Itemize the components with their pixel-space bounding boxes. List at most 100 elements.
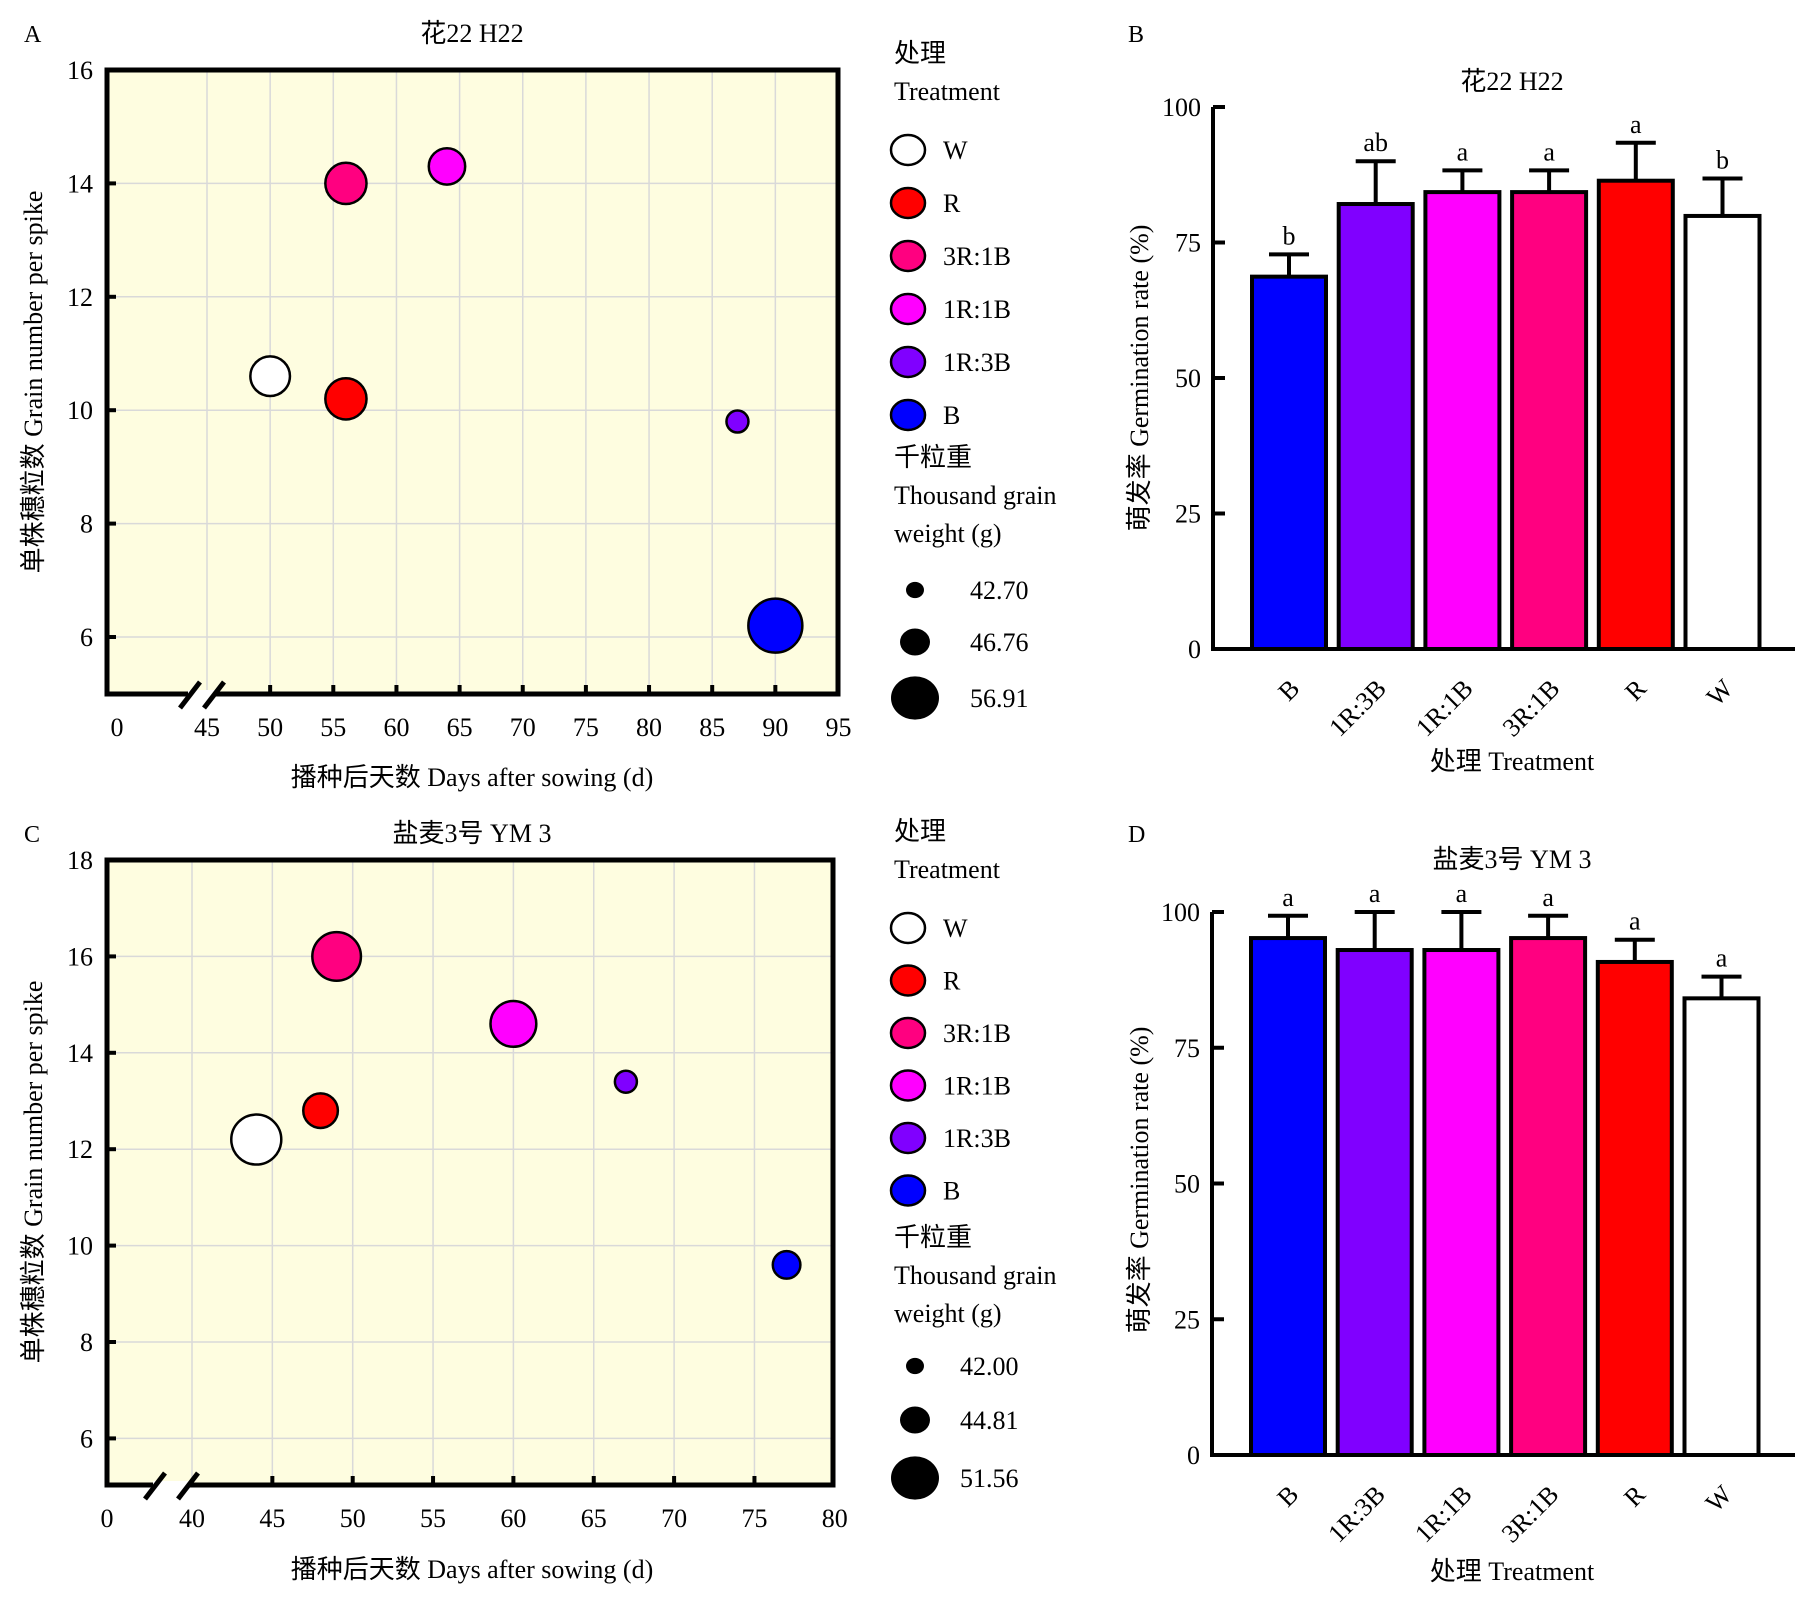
data-point-1r-1b (427, 146, 467, 186)
x-tick-label: R (1619, 673, 1652, 706)
chart-title: 花22 H22 (1460, 67, 1563, 96)
bar-b (1250, 274, 1328, 651)
panel-label: A (24, 22, 42, 48)
y-tick-label: 18 (67, 846, 93, 875)
size-legend-circle (891, 676, 939, 720)
y-tick-label: 100 (1162, 93, 1201, 122)
axis-break (143, 1471, 200, 1501)
significance-label: a (1457, 137, 1469, 166)
x-tick-label: 50 (340, 1504, 366, 1533)
y-tick-label: 50 (1175, 364, 1201, 393)
data-point-r (324, 377, 368, 421)
size-legend-label: 42.70 (970, 576, 1029, 605)
bar-w (1683, 213, 1762, 652)
x-tick-label: W (1701, 673, 1739, 711)
x-tick-label: 1R:3B (1323, 674, 1392, 743)
panel-b-bar: B 花22 H22 处理 Treatment 萌发率 Germination r… (1125, 22, 1795, 776)
axis-break (178, 680, 226, 710)
legend-title-en: Treatment (894, 77, 1001, 106)
y-axis-label: 单株穗粒数 Grain number per spike (19, 191, 48, 574)
x-tick-label: 1R:1B (1409, 1480, 1478, 1549)
x-axis-label: 播种后天数 Days after sowing (d) (291, 763, 654, 792)
data-point-w (230, 1113, 283, 1166)
panel-d-bar: D 盐麦3号 YM 3 处理 Treatment 萌发率 Germination… (1125, 822, 1795, 1586)
plot-area: 6 8 10 12 14 16 0 45 50 55 60 65 70 75 80 85 90 95 (67, 56, 852, 742)
x-tick-label: 80 (636, 713, 662, 742)
legend-swatch-3r-1b (889, 239, 927, 273)
data-point-b (771, 1249, 802, 1280)
legend-swatch-b (889, 1174, 927, 1207)
bar-b (1249, 936, 1327, 1457)
x-tick-label: 45 (194, 713, 220, 742)
bar-1r-1b (1423, 190, 1502, 651)
data-point-3r-1b (324, 161, 368, 206)
y-tick-label: 8 (80, 1328, 93, 1357)
x-tick-label: 40 (179, 1504, 205, 1533)
y-tick-label: 16 (67, 942, 93, 971)
y-tick-label: 100 (1161, 898, 1200, 927)
x-tick-label: B (1271, 1480, 1304, 1513)
x-tick-label: 50 (257, 713, 283, 742)
axis-break-gap (153, 1481, 190, 1489)
size-legend-label: 44.81 (960, 1406, 1019, 1435)
legend-swatch-w (889, 911, 927, 945)
x-tick-label: 65 (581, 1504, 607, 1533)
y-tick-label: 0 (1188, 635, 1201, 664)
y-tick-label: 10 (67, 396, 93, 425)
y-tick-label: 10 (67, 1232, 93, 1261)
y-tick-label: 12 (67, 283, 93, 312)
y-tick-label: 14 (67, 169, 93, 198)
x-tick-label: 85 (699, 713, 725, 742)
x-tick-label: 60 (500, 1504, 526, 1533)
x-tick-label: 65 (447, 713, 473, 742)
y-tick-label: 12 (67, 1135, 93, 1164)
size-legend-label: 42.00 (960, 1352, 1019, 1381)
y-axis-label: 萌发率 Germination rate (%) (1125, 225, 1154, 532)
chart-title: 盐麦3号 YM 3 (393, 819, 552, 848)
x-tick-label: B (1272, 674, 1305, 707)
x-tick-label: 95 (826, 713, 852, 742)
x-tick-label: 75 (741, 1504, 767, 1533)
legend-item-label: B (943, 1177, 960, 1206)
size-legend-circle (900, 628, 930, 656)
y-tick-label: 75 (1174, 1034, 1200, 1063)
panel-label: C (24, 822, 40, 848)
x-tick-label: 0 (111, 713, 124, 742)
axis-break-mark (143, 1471, 167, 1501)
bar-r (1596, 178, 1675, 651)
bar-1r-1b (1422, 948, 1501, 1457)
x-tick-label: 3R:1B (1496, 1480, 1565, 1549)
significance-label: a (1282, 883, 1294, 912)
data-point-b (747, 597, 804, 654)
legend-swatch-1r-3b (889, 345, 927, 379)
plot-area: 6 8 10 12 14 16 18 0 40 45 50 55 60 65 70 75 80 (67, 846, 848, 1533)
x-tick-label: 60 (383, 713, 409, 742)
x-tick-label: W (1700, 1479, 1738, 1517)
size-legend-title-en: Thousand grain (894, 1261, 1056, 1290)
x-tick-label: 1R:3B (1322, 1480, 1391, 1549)
legend-item-label: 1R:1B (943, 295, 1011, 324)
x-axis-label: 处理 Treatment (1430, 1557, 1595, 1586)
y-axis-label: 单株穗粒数 Grain number per spike (19, 981, 48, 1364)
legend-swatch-w (889, 133, 927, 167)
bar-w (1682, 996, 1761, 1457)
y-tick-label: 25 (1175, 500, 1201, 529)
y-tick-label: 14 (67, 1039, 93, 1068)
x-tick-label: 70 (510, 713, 536, 742)
legend-item-label: 3R:1B (943, 1019, 1011, 1048)
legend-item-label: R (943, 967, 961, 996)
x-tick-label: 90 (762, 713, 788, 742)
x-tick-label: 70 (661, 1504, 687, 1533)
size-legend-title-en: weight (g) (894, 1299, 1002, 1328)
x-tick-label: 0 (101, 1504, 114, 1533)
x-tick-label: 1R:1B (1410, 674, 1479, 743)
bar-r (1595, 959, 1674, 1457)
significance-label: a (1630, 110, 1642, 139)
legend-swatch-1r-1b (889, 1069, 927, 1102)
size-legend-title-en: Thousand grain (894, 481, 1056, 510)
plot-background (107, 860, 833, 1485)
panel-label: B (1128, 22, 1144, 48)
legend-item-label: 1R:3B (943, 348, 1011, 377)
legend-item-label: W (943, 136, 968, 165)
